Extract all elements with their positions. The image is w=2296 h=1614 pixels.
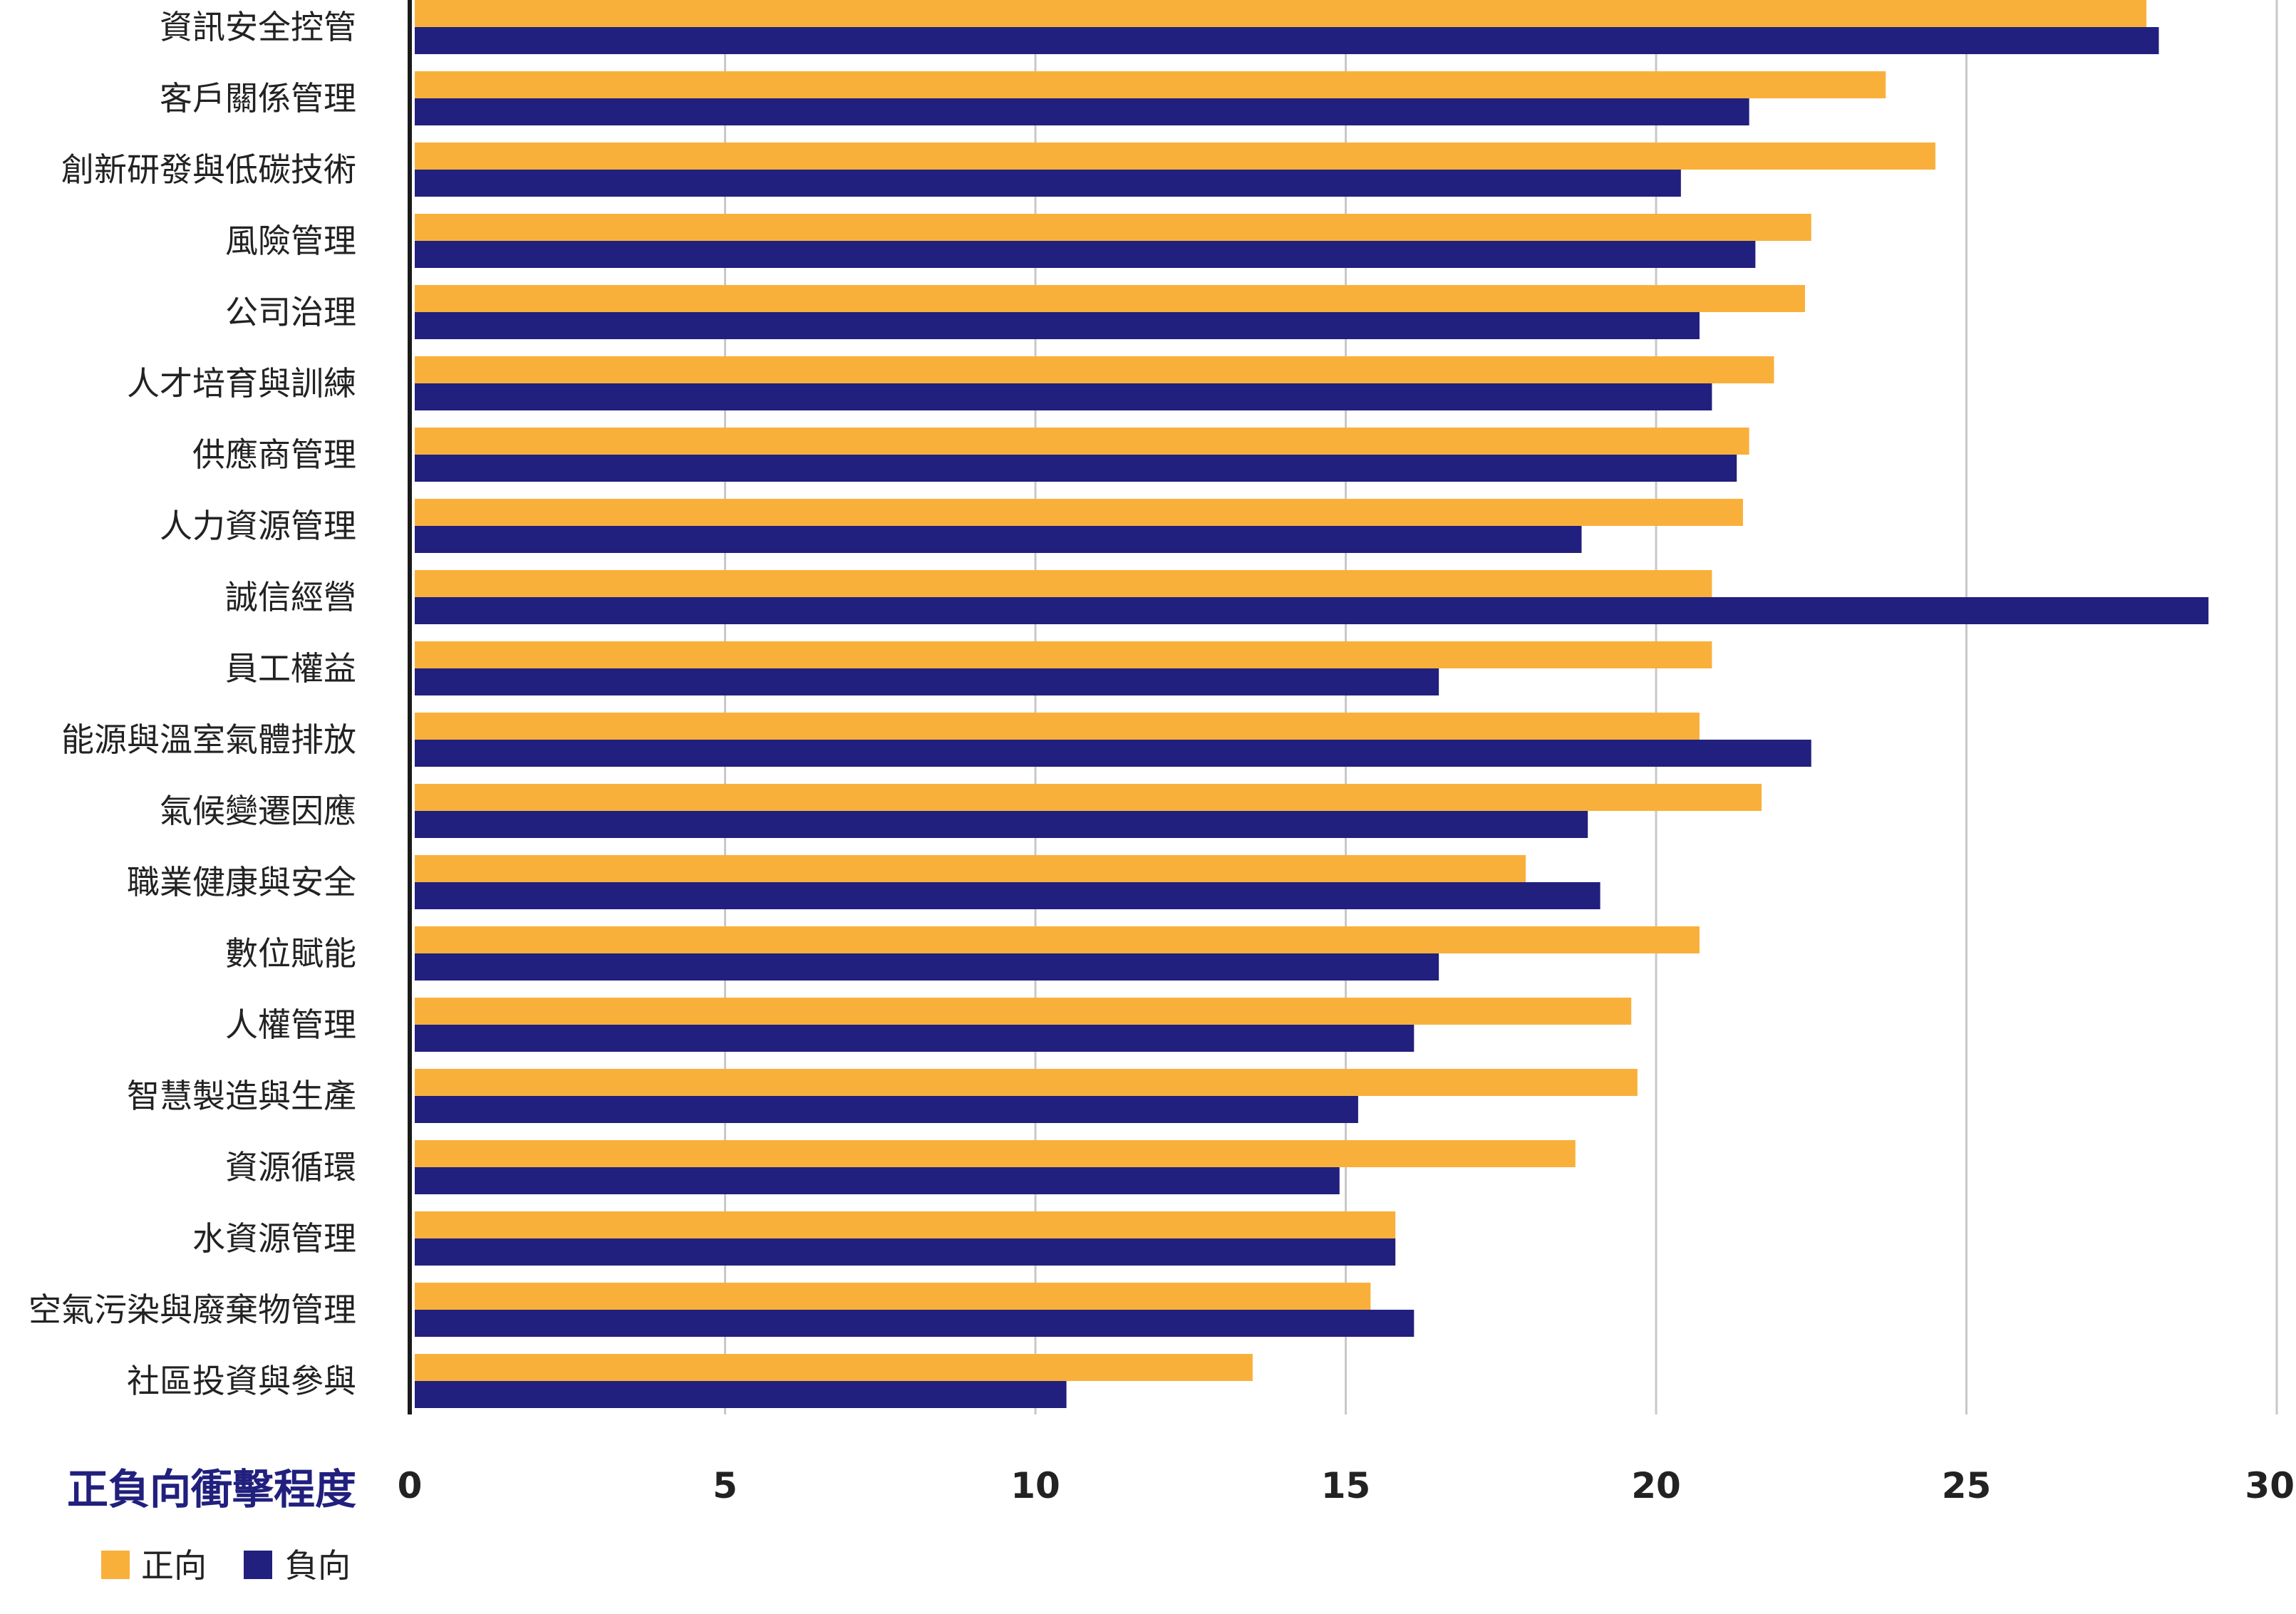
bar-negative-1 [415, 98, 1749, 125]
category-label: 員工權益 [225, 649, 356, 688]
bar-positive-15 [415, 1069, 1638, 1096]
bar-positive-13 [415, 926, 1700, 953]
x-tick-label: 5 [713, 1465, 738, 1506]
bar-negative-11 [415, 811, 1588, 838]
x-tick-label: 25 [1942, 1465, 1992, 1506]
x-tick-label: 20 [1631, 1465, 1681, 1506]
bar-negative-16 [415, 1167, 1340, 1194]
bar-positive-12 [415, 855, 1526, 882]
bar-positive-10 [415, 713, 1700, 740]
bar-negative-15 [415, 1096, 1358, 1123]
bar-positive-8 [415, 570, 1712, 597]
category-label: 客戶關係管理 [160, 79, 356, 118]
legend-swatch-negative [244, 1551, 272, 1579]
category-label: 職業健康與安全 [127, 863, 356, 901]
bar-negative-14 [415, 1025, 1415, 1052]
bar-negative-5 [415, 383, 1712, 410]
legend: 正向 負向 [101, 1546, 351, 1585]
x-tick-label: 15 [1321, 1465, 1371, 1506]
bar-positive-18 [415, 1283, 1371, 1310]
bar-positive-4 [415, 285, 1806, 312]
x-tick-label: 10 [1010, 1465, 1060, 1506]
bar-negative-3 [415, 241, 1756, 268]
bar-positive-14 [415, 998, 1632, 1025]
category-label: 誠信經營 [225, 578, 356, 616]
bar-positive-16 [415, 1140, 1576, 1167]
bar-positive-7 [415, 499, 1743, 526]
gridlines [724, 0, 2278, 1414]
category-label: 資訊安全控管 [160, 8, 356, 46]
legend-label-negative: 負向 [285, 1546, 351, 1585]
bar-positive-5 [415, 356, 1774, 383]
bar-positive-0 [415, 0, 2147, 27]
bar-negative-4 [415, 312, 1700, 339]
category-label: 人力資源管理 [160, 507, 356, 545]
category-label: 能源與溫室氣體排放 [61, 720, 356, 759]
bar-positive-19 [415, 1354, 1253, 1381]
bar-positive-1 [415, 71, 1886, 98]
bar-negative-17 [415, 1238, 1396, 1266]
bar-positive-3 [415, 214, 1811, 241]
bar-negative-19 [415, 1381, 1067, 1408]
legend-swatch-positive [101, 1551, 130, 1579]
category-label: 人才培育與訓練 [127, 364, 356, 403]
x-tick-label: 0 [398, 1465, 423, 1506]
bar-positive-17 [415, 1211, 1396, 1238]
bar-negative-7 [415, 526, 1582, 553]
bar-negative-9 [415, 668, 1439, 695]
category-label: 風險管理 [225, 222, 356, 260]
category-label: 公司治理 [225, 293, 356, 331]
legend-label-positive: 正向 [141, 1546, 207, 1585]
bar-negative-8 [415, 597, 2209, 624]
bar-negative-2 [415, 170, 1681, 197]
bar-negative-0 [415, 27, 2159, 54]
category-label: 資源循環 [225, 1148, 356, 1186]
category-label: 人權管理 [225, 1005, 356, 1044]
bar-positive-6 [415, 428, 1749, 455]
category-label: 供應商管理 [192, 435, 356, 474]
bars [415, 0, 2209, 1408]
x-tick-labels: 0 5 10 15 20 25 30 [398, 1465, 2295, 1506]
bar-negative-10 [415, 740, 1811, 767]
category-label: 社區投資與參與 [127, 1362, 356, 1400]
bar-negative-13 [415, 953, 1439, 981]
category-label: 智慧製造與生產 [127, 1077, 356, 1115]
category-label: 水資源管理 [192, 1219, 356, 1258]
bar-positive-11 [415, 784, 1762, 811]
category-label: 創新研發與低碳技術 [61, 150, 356, 189]
category-label: 數位賦能 [225, 934, 356, 973]
bar-negative-6 [415, 455, 1737, 482]
category-label: 氣候變遷因應 [160, 792, 356, 830]
bar-negative-18 [415, 1310, 1415, 1337]
x-tick-label: 30 [2245, 1465, 2295, 1506]
category-label: 空氣污染與廢棄物管理 [29, 1290, 356, 1329]
bar-negative-12 [415, 882, 1601, 909]
x-axis-title: 正負向衝擊程度 [67, 1465, 356, 1514]
bar-positive-2 [415, 143, 1935, 170]
category-labels: 資訊安全控管客戶關係管理創新研發與低碳技術風險管理公司治理人才培育與訓練供應商管… [29, 8, 356, 1400]
bar-positive-9 [415, 641, 1712, 668]
